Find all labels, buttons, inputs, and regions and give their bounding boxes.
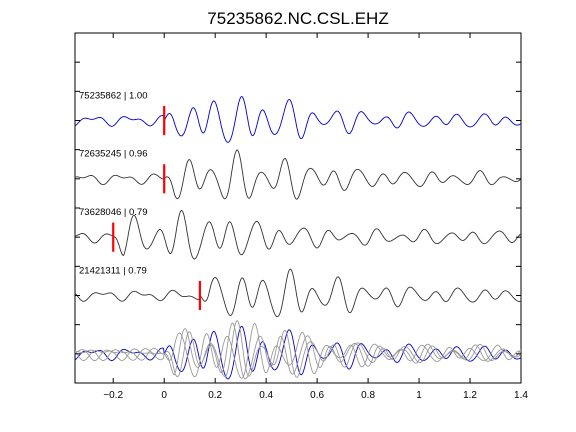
trace-labels-group: 75235862 | 1.00 72635245 | 0.96 73628046 |… <box>79 90 148 276</box>
x-tick-label: −0.2 <box>103 390 123 401</box>
ticks-group <box>75 33 522 383</box>
trace-label-2: 72635245 | 0.96 <box>79 149 148 160</box>
x-tick-label: 1.2 <box>463 390 477 401</box>
trace-line-3 <box>74 210 522 260</box>
x-tick-label: 0 <box>161 390 167 401</box>
trace-label-1: 75235862 | 1.00 <box>79 90 148 101</box>
x-tick-label: 0.6 <box>310 390 324 401</box>
chart-title: 75235862.NC.CSL.EHZ <box>207 9 388 28</box>
trace-line-4 <box>74 268 522 318</box>
stack-trace-3 <box>74 322 522 380</box>
trace-label-3: 73628046 | 0.79 <box>79 207 148 218</box>
trace-line-1 <box>74 96 522 143</box>
x-tick-label: 0.8 <box>361 390 375 401</box>
picks-group <box>112 105 201 311</box>
x-tick-label: 0.4 <box>259 390 273 401</box>
trace-line-2 <box>74 149 522 200</box>
stack-trace-4 <box>74 323 522 379</box>
x-tick-label: 0.2 <box>208 390 222 401</box>
traces-group <box>74 96 522 380</box>
stack-trace-1 <box>74 325 522 380</box>
plot-area: 75235862 | 1.00 72635245 | 0.96 73628046 |… <box>74 32 528 401</box>
x-tick-label: 1 <box>416 390 422 401</box>
x-tick-label: 1.4 <box>514 390 528 401</box>
x-tick-labels-group: −0.2 0 0.2 0.4 0.6 0.8 1 1.2 1.4 <box>103 390 528 401</box>
trace-label-4: 21421311 | 0.79 <box>79 265 147 276</box>
